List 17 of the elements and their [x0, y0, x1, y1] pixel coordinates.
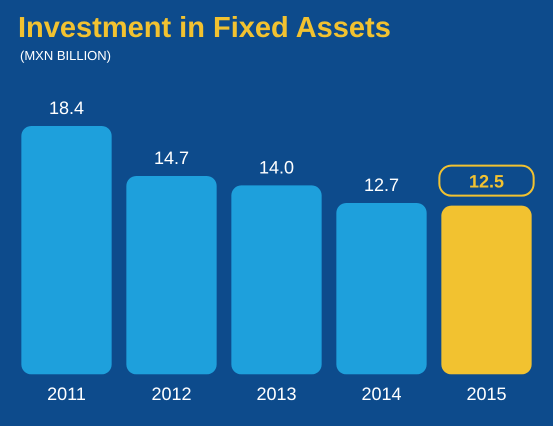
bar: [441, 206, 532, 374]
data-label: 14.0: [258, 157, 294, 178]
x-tick-label: 2013: [256, 384, 297, 404]
data-label: 12.7: [364, 174, 400, 195]
bar: [336, 202, 427, 374]
data-label: 14.7: [154, 148, 190, 168]
bar: [231, 185, 322, 374]
chart-subtitle: (MXN BILLION): [20, 48, 112, 63]
x-tick-label: 2015: [466, 384, 507, 404]
x-tick-label: 2011: [47, 384, 86, 404]
bar: [21, 126, 112, 374]
data-label: 18.4: [48, 98, 84, 118]
data-label: 12.5: [468, 172, 504, 192]
bar: [126, 176, 217, 374]
x-tick-label: 2014: [361, 384, 402, 404]
x-tick-label: 2012: [151, 384, 192, 404]
chart-title: Investment in Fixed Assets: [18, 12, 391, 45]
